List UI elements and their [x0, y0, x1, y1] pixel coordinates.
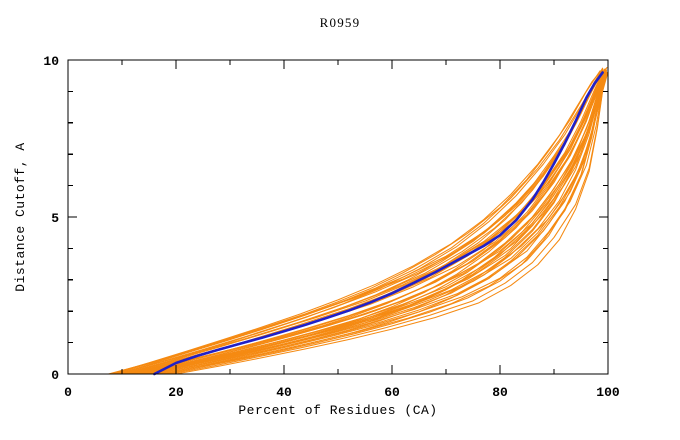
ensemble-curve [124, 67, 608, 375]
axis-tick-labels-layer: 0 20 40 60 80 100 0 5 10 [43, 54, 620, 400]
x-tick-label: 20 [168, 385, 184, 400]
page-title: R0959 [320, 15, 361, 30]
ensemble-curve [159, 72, 608, 375]
y-axis-label: Distance Cutoff, A [13, 142, 28, 291]
x-tick-label: 0 [64, 385, 72, 400]
ensemble-curve [167, 72, 608, 375]
ensemble-curve [110, 68, 604, 375]
y-tick-label: 10 [43, 54, 59, 69]
x-tick-label: 40 [276, 385, 292, 400]
x-tick-label: 60 [384, 385, 400, 400]
ensemble-series-layer [107, 67, 608, 375]
ensemble-curve [145, 71, 607, 375]
axis-ticks-layer [67, 59, 609, 375]
x-axis-label: Percent of Residues (CA) [238, 403, 437, 418]
median-curve [153, 71, 604, 376]
y-tick-label: 0 [51, 368, 59, 383]
ensemble-curve [153, 70, 607, 375]
ensemble-curve [140, 71, 607, 375]
median-series-layer [153, 71, 604, 376]
ensemble-curve [175, 73, 608, 375]
y-tick-label: 5 [51, 211, 59, 226]
ensemble-curve [137, 70, 606, 375]
ensemble-curve [151, 72, 607, 375]
x-tick-label: 80 [492, 385, 508, 400]
x-tick-label: 100 [596, 385, 620, 400]
ensemble-curve [134, 70, 606, 375]
